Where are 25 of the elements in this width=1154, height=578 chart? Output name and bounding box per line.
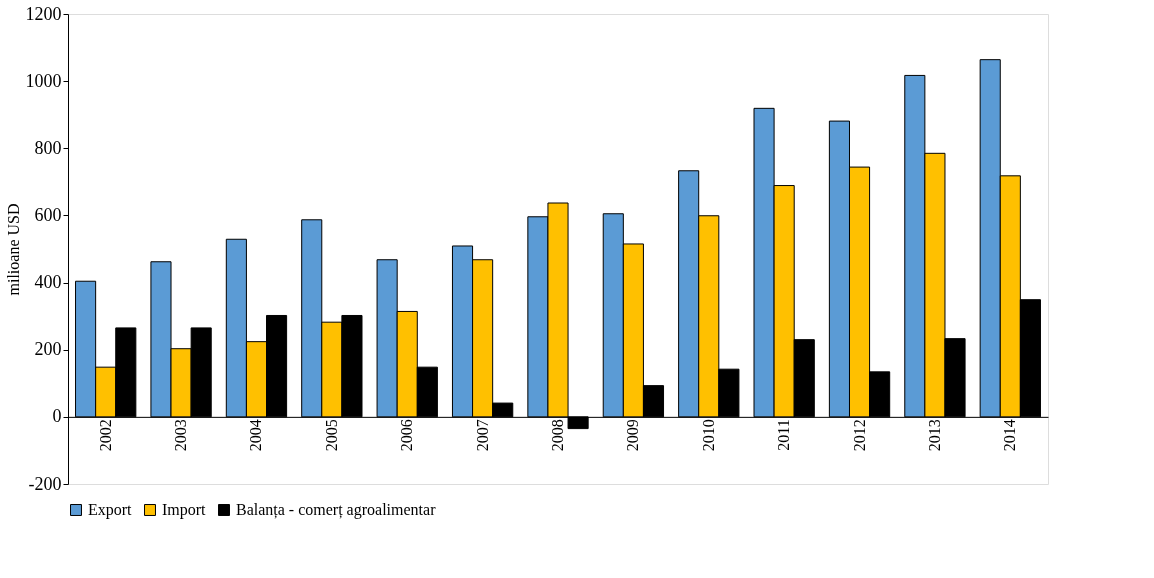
y-tick-label: 200 <box>34 339 62 360</box>
y-axis-title: milioane USD <box>4 203 22 296</box>
x-tick-label: 2013 <box>925 419 943 452</box>
y-tick-label: -200 <box>28 473 62 494</box>
legend-label: Balanța - comerț agroalimentar <box>236 501 437 519</box>
x-tick-label: 2010 <box>699 419 717 452</box>
x-tick-label: 2004 <box>247 419 265 452</box>
y-tick-label: 800 <box>34 137 62 158</box>
x-tick-label: 2012 <box>850 419 868 452</box>
y-tick-label: 1200 <box>25 3 62 24</box>
x-tick-label: 2006 <box>398 419 416 452</box>
x-tick-label: 2003 <box>172 419 190 452</box>
y-tick-label: 0 <box>52 406 62 427</box>
y-tick-label: 1000 <box>25 70 62 91</box>
legend-label: Export <box>88 501 133 519</box>
y-tick-label: 600 <box>34 204 62 225</box>
x-tick-label: 2008 <box>549 419 566 452</box>
x-tick-label: 2005 <box>322 419 340 452</box>
x-tick-label: 2014 <box>1001 419 1019 452</box>
x-tick-label: 2007 <box>473 419 491 452</box>
x-tick-label: 2009 <box>624 419 642 452</box>
x-tick-label: 2011 <box>775 419 793 451</box>
x-tick-label: 2002 <box>96 419 114 452</box>
legend-label: Import <box>162 501 207 519</box>
y-tick-label: 400 <box>34 272 62 293</box>
